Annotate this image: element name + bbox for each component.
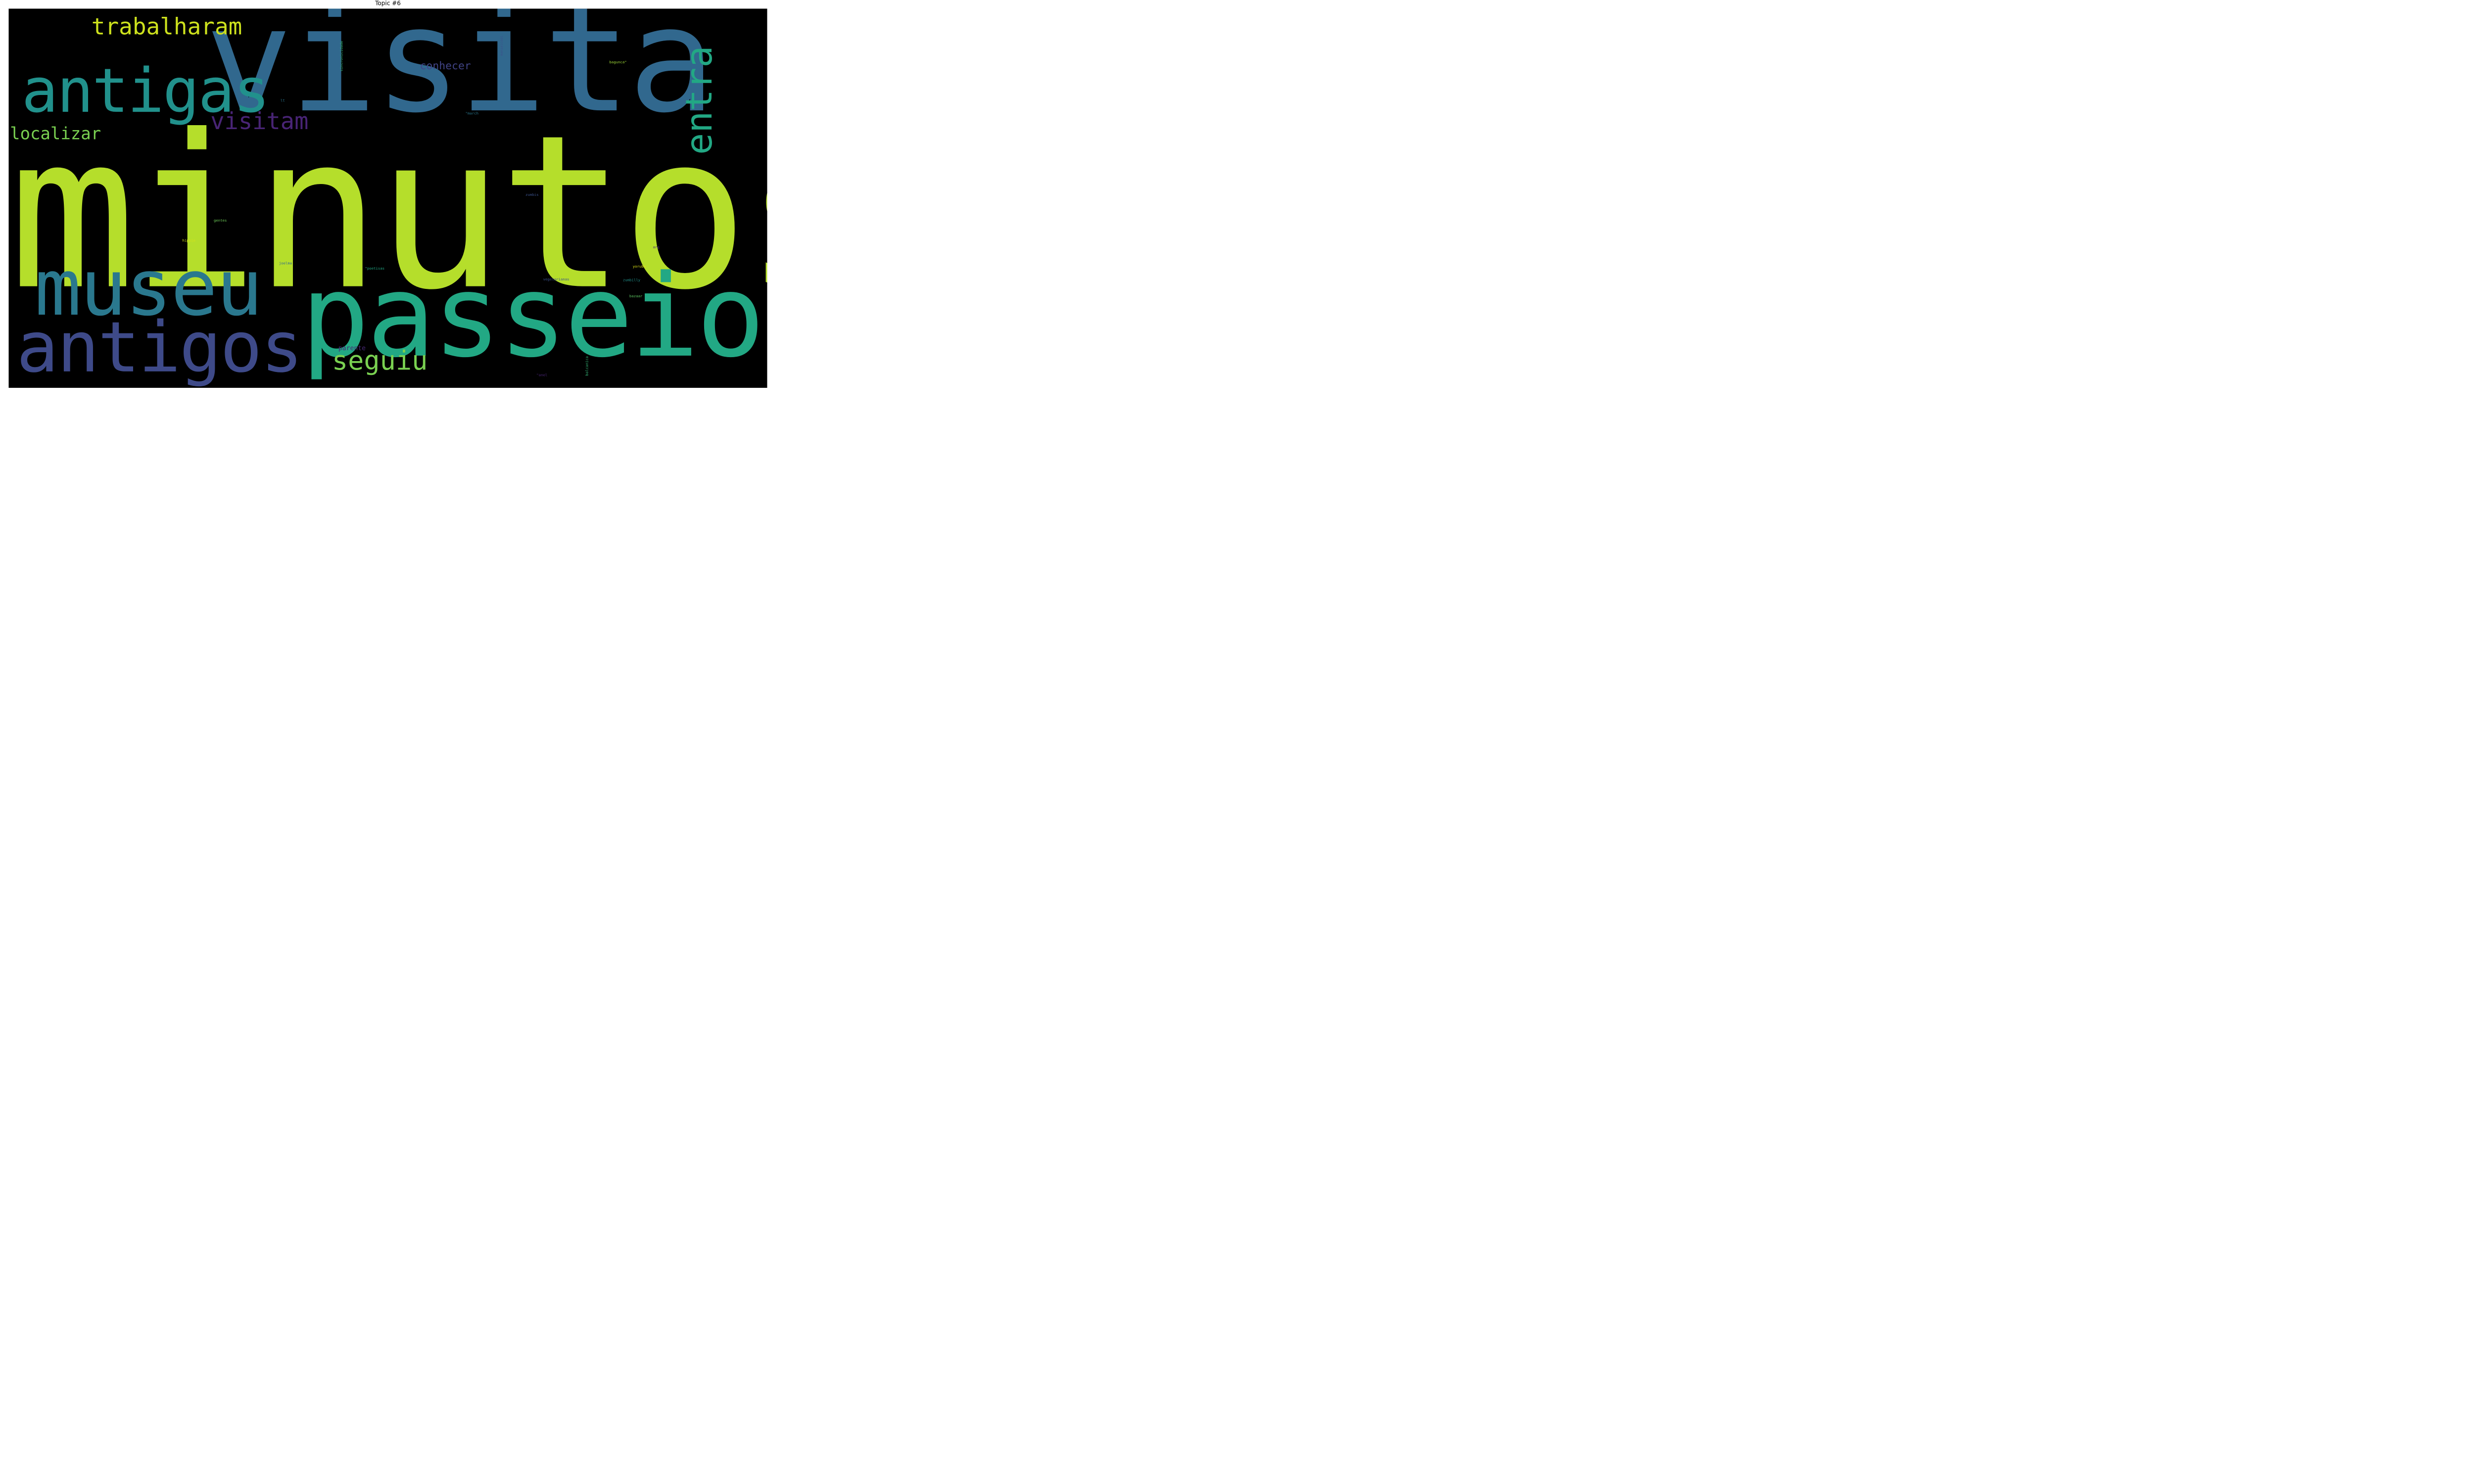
word-zumbis: zumbis [525,192,539,197]
word-balcanica: balcanica [584,356,589,376]
word-minutos: minutos [8,89,767,336]
word-conhecer: conhecer [420,59,471,72]
word-sincronicidade: sincronicidade [339,41,344,72]
word-joelma: joelma [279,261,292,266]
figure-title: Topic #6 [375,0,401,7]
word-localizar: localizar [10,123,101,143]
word-antigos: antigos [16,307,303,388]
figure: Topic #6 minutos visita passeio antigas … [0,0,776,388]
word-parente: parente [338,344,366,352]
word-march: "march [465,111,478,116]
word-arg: arg [653,244,660,249]
word-manialcool: manialcool [500,35,504,56]
word-hippie: hippie [182,238,195,243]
word-vegetarianas: vegetarianas [543,277,570,281]
word-museu: museu [34,242,263,333]
word-yoruba: yoruba [632,264,646,269]
word-lt: lt [280,98,285,103]
word-passeio: passeio [301,250,765,383]
word-zumbilly: zumbilly [622,278,641,282]
word-gentes: gentes [213,218,227,223]
word-trabalharam: trabalharam [91,13,242,40]
word-poetisas: "poetisas [365,266,385,271]
word-bazaar: bazaar [629,294,643,298]
word-entra: entra [678,46,720,155]
word-cloud: minutos visita passeio antigas museu ant… [8,8,767,388]
word-seguiu: seguiu [332,345,428,376]
word-bagunca: bagunca" [609,60,627,64]
word-anel: "anel [536,372,548,377]
word-visitam: visitam [210,107,309,135]
word-antigas: antigas [21,55,270,126]
word-visita: visita [205,8,715,145]
